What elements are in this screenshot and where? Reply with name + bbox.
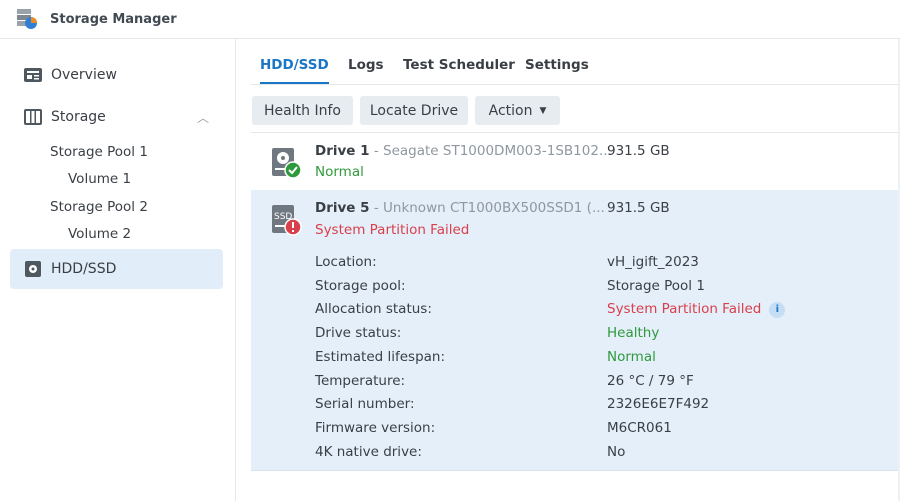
- sidebar-item-volume-1[interactable]: Volume 1: [68, 171, 132, 187]
- sidebar-item-storage-pool-2[interactable]: Storage Pool 2: [50, 199, 148, 215]
- health-info-button[interactable]: Health Info: [252, 96, 353, 125]
- sidebar: Overview Storage ︿ Storage Pool 1 Volume…: [0, 39, 236, 501]
- detail-value: M6CR061: [607, 420, 672, 436]
- sidebar-item-storage-pool-1[interactable]: Storage Pool 1: [50, 144, 148, 160]
- detail-label: Storage pool:: [315, 277, 406, 294]
- info-icon[interactable]: i: [769, 302, 786, 319]
- detail-label: Firmware version:: [315, 419, 436, 436]
- detail-label: Estimated lifespan:: [315, 348, 446, 365]
- sidebar-item-volume-2[interactable]: Volume 2: [68, 226, 132, 242]
- tab-test-scheduler[interactable]: Test Scheduler: [403, 57, 515, 73]
- drive-row-selected[interactable]: SSD Drive 5 - Unknown CT1000BX500SSD1 (.…: [251, 190, 900, 471]
- detail-value: System Partition Failed i: [607, 301, 786, 319]
- sidebar-item-storage[interactable]: Storage ︿: [10, 97, 223, 137]
- tab-logs[interactable]: Logs: [348, 57, 384, 73]
- locate-drive-button[interactable]: Locate Drive: [360, 96, 468, 125]
- drive-size: 931.5 GB: [607, 200, 670, 216]
- scrollbar[interactable]: [898, 39, 900, 501]
- detail-label: 4K native drive:: [315, 443, 422, 460]
- overview-icon: [24, 68, 42, 82]
- tab-hdd-ssd[interactable]: HDD/SSD: [260, 57, 329, 84]
- chevron-up-icon[interactable]: ︿: [196, 110, 209, 125]
- hdd-icon: [25, 261, 41, 277]
- sidebar-item-label: Overview: [51, 67, 117, 83]
- detail-value: Storage Pool 1: [607, 278, 705, 294]
- detail-label: Allocation status:: [315, 301, 432, 318]
- sidebar-item-label: HDD/SSD: [51, 261, 117, 277]
- app-title: Storage Manager: [50, 11, 177, 27]
- detail-value-text: vH_igift_2023: [607, 254, 699, 270]
- drive-size: 931.5 GB: [607, 143, 670, 159]
- detail-label: Drive status:: [315, 325, 402, 342]
- detail-value-text: System Partition Failed: [607, 301, 762, 318]
- detail-value: 2326E6E7F492: [607, 396, 709, 412]
- detail-label: Temperature:: [315, 372, 406, 389]
- action-label: Action: [488, 102, 533, 119]
- hdd-normal-icon: [272, 148, 302, 179]
- storage-manager-icon: [17, 9, 37, 29]
- ssd-error-icon: SSD: [272, 205, 302, 236]
- app-header: Storage Manager: [0, 0, 900, 39]
- storage-icon: [24, 109, 42, 125]
- tab-settings[interactable]: Settings: [525, 57, 589, 73]
- sidebar-item-overview[interactable]: Overview: [10, 55, 223, 95]
- detail-value-text: No: [607, 443, 626, 460]
- detail-value: No: [607, 444, 625, 460]
- detail-value-text: M6CR061: [607, 419, 672, 436]
- detail-value: vH_igift_2023: [607, 254, 699, 270]
- detail-value-text: Normal: [607, 348, 656, 365]
- detail-value-text: 26 °C / 79 °F: [607, 372, 694, 389]
- sidebar-item-hdd-ssd[interactable]: HDD/SSD: [10, 249, 223, 289]
- detail-label: Location:: [315, 254, 377, 270]
- drive-name: Drive 1 - Seagate ST1000DM003-1SB102...: [315, 143, 612, 159]
- svg-text:SSD: SSD: [274, 212, 292, 222]
- drive-name: Drive 5 - Unknown CT1000BX500SSD1 (...: [315, 200, 605, 216]
- detail-value-text: Storage Pool 1: [607, 277, 705, 294]
- caret-down-icon: ▼: [539, 105, 547, 116]
- detail-value: Healthy: [607, 325, 659, 341]
- detail-value: Normal: [607, 349, 656, 365]
- drive-row[interactable]: Drive 1 - Seagate ST1000DM003-1SB102... …: [251, 133, 900, 190]
- detail-label: Serial number:: [315, 396, 415, 413]
- sidebar-item-label: Storage: [51, 109, 106, 125]
- drive-list: [251, 132, 900, 133]
- tab-bar: HDD/SSD Logs Test Scheduler Settings: [251, 52, 900, 85]
- drive-status: Normal: [315, 164, 364, 180]
- detail-value-text: Healthy: [607, 325, 660, 342]
- drive-status: System Partition Failed: [315, 222, 470, 238]
- detail-value: 26 °C / 79 °F: [607, 373, 694, 389]
- detail-value-text: 2326E6E7F492: [607, 396, 710, 413]
- action-button[interactable]: Action ▼: [475, 96, 560, 125]
